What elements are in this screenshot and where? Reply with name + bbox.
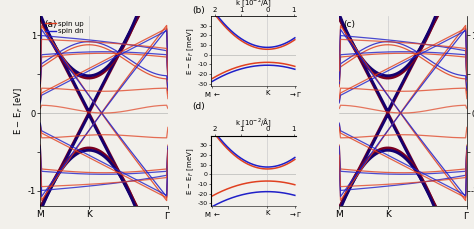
Text: (a): (a): [44, 20, 56, 29]
Text: (d): (d): [192, 102, 205, 111]
Text: (b): (b): [192, 6, 205, 15]
Legend: spin up, spin dn: spin up, spin dn: [44, 19, 85, 35]
Y-axis label: E $-$ E$_F$ [meV]: E $-$ E$_F$ [meV]: [185, 147, 196, 195]
Y-axis label: E $-$ E$_F$ [eV]: E $-$ E$_F$ [eV]: [13, 87, 25, 135]
X-axis label: k [$10^{-2}$/Å]: k [$10^{-2}$/Å]: [235, 116, 272, 129]
Y-axis label: E $-$ E$_F$ [meV]: E $-$ E$_F$ [meV]: [185, 27, 196, 75]
X-axis label: k [$10^{-2}$/Å]: k [$10^{-2}$/Å]: [235, 0, 272, 9]
Text: (c): (c): [343, 20, 355, 29]
